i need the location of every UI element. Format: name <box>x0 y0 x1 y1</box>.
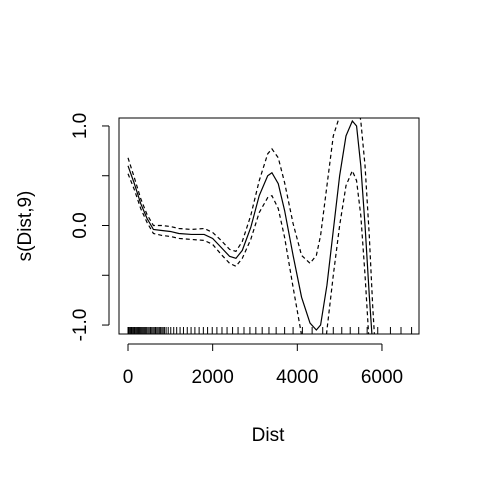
y-axis-label: s(Dist,9) <box>15 191 36 262</box>
x-tick-label: 0 <box>123 367 134 388</box>
plot-box <box>118 117 420 335</box>
plot-area <box>127 118 413 334</box>
y-tick-label: 1.0 <box>70 113 91 139</box>
confidence-band <box>127 118 375 334</box>
y-tick-label: 0.0 <box>70 212 91 238</box>
x-tick-label: 6000 <box>361 367 403 388</box>
smooth-line <box>127 119 373 334</box>
y-tick-label: -1.0 <box>70 309 91 342</box>
x-tick-label: 2000 <box>192 367 234 388</box>
x-axis-label: Dist <box>252 425 285 446</box>
confidence-band <box>127 169 370 334</box>
x-tick-label: 4000 <box>276 367 318 388</box>
